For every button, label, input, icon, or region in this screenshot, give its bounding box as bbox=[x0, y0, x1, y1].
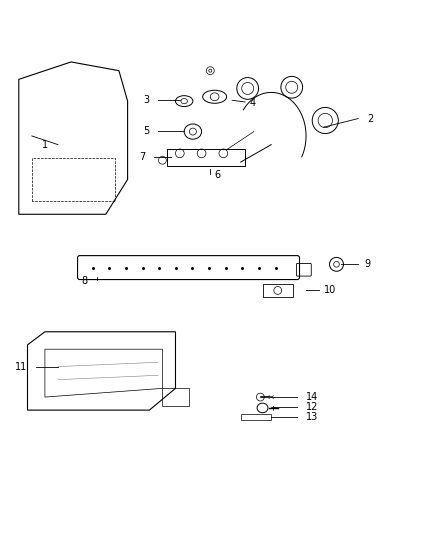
Text: 9: 9 bbox=[365, 260, 371, 269]
Text: 7: 7 bbox=[139, 152, 145, 162]
Text: 2: 2 bbox=[367, 114, 373, 124]
Text: 3: 3 bbox=[143, 95, 149, 105]
Text: 10: 10 bbox=[323, 286, 336, 295]
Text: 12: 12 bbox=[306, 402, 318, 411]
Text: 5: 5 bbox=[143, 126, 149, 136]
Text: 14: 14 bbox=[306, 392, 318, 402]
Text: 13: 13 bbox=[306, 411, 318, 422]
Text: 4: 4 bbox=[250, 98, 256, 108]
Text: 11: 11 bbox=[15, 361, 28, 372]
Text: 1: 1 bbox=[42, 140, 48, 150]
Text: 8: 8 bbox=[81, 276, 87, 286]
Text: 6: 6 bbox=[215, 170, 221, 180]
